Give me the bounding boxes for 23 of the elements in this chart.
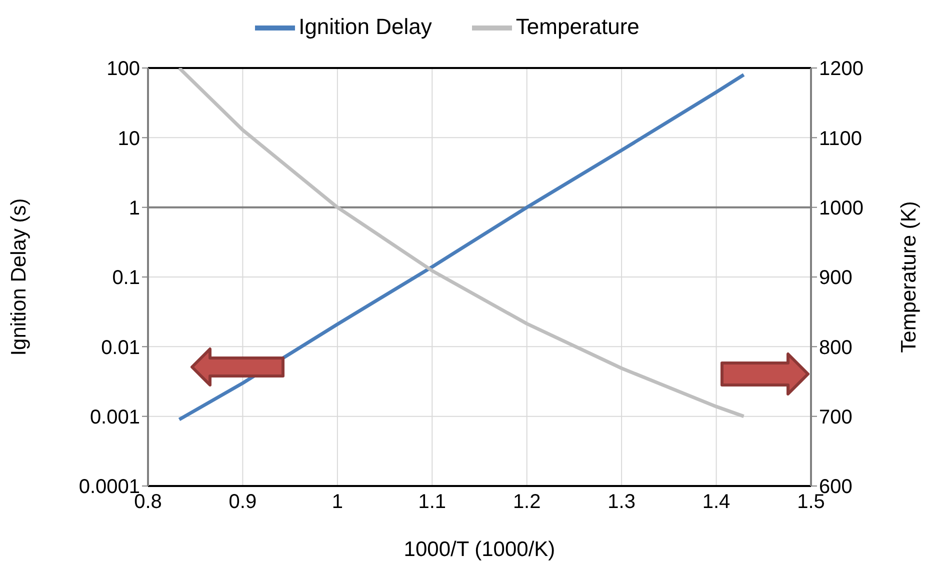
- y-axis-title: Ignition Delay (s): [7, 198, 30, 356]
- y2-tick-label: 1100: [819, 128, 862, 150]
- legend-label: Temperature: [516, 14, 640, 39]
- y-tick-label: 0.001: [90, 406, 140, 428]
- x-tick-label: 1.1: [418, 491, 446, 514]
- y-tick-label: 10: [118, 128, 140, 150]
- y2-tick-label: 1200: [819, 58, 864, 80]
- y-tick-label: 0.1: [112, 267, 140, 290]
- y-tick-label: 0.01: [101, 336, 140, 359]
- x-tick-label: 1.2: [512, 491, 541, 514]
- y2-tick-label: 900: [819, 267, 852, 290]
- y2-axis-title: Temperature (K): [897, 201, 920, 353]
- x-tick-label: 1.4: [702, 491, 730, 514]
- y2-tick-label: 800: [819, 336, 852, 359]
- x-tick-label: 1.3: [608, 491, 636, 514]
- x-axis-title: 1000/T (1000/K): [404, 538, 556, 561]
- x-tick-label: 0.9: [228, 491, 257, 514]
- y-tick-label: 100: [106, 58, 140, 80]
- legend-label: Ignition Delay: [298, 14, 432, 39]
- y-tick-label: 1: [128, 197, 140, 220]
- x-tick-label: 1: [332, 491, 343, 514]
- y2-tick-label: 1000: [819, 197, 864, 220]
- y2-tick-label: 700: [819, 406, 852, 428]
